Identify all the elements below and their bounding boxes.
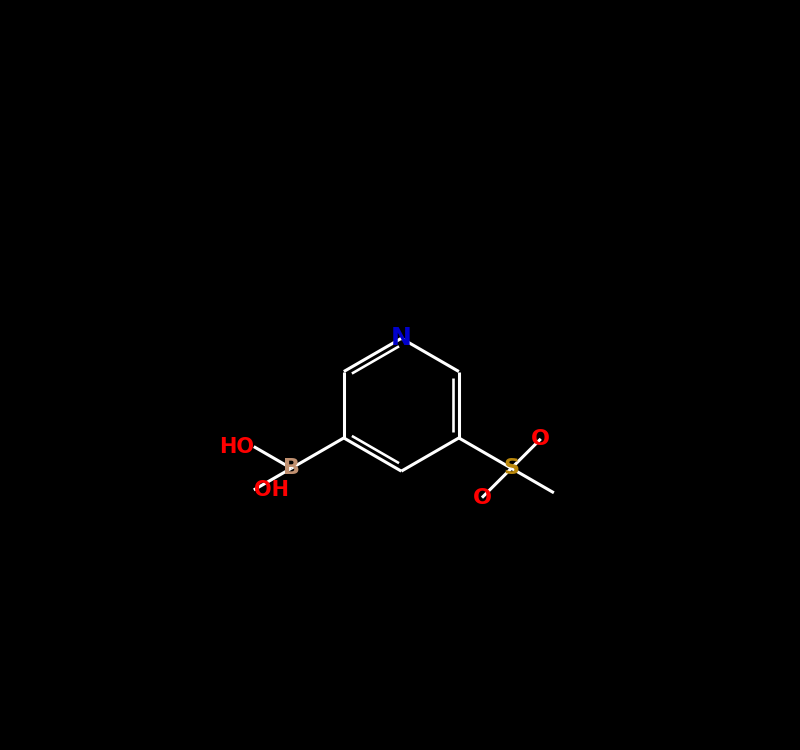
- Text: HO: HO: [218, 436, 254, 457]
- Text: OH: OH: [254, 480, 289, 500]
- Text: O: O: [473, 488, 491, 508]
- Text: B: B: [283, 458, 300, 478]
- Text: S: S: [503, 458, 519, 478]
- Text: O: O: [531, 429, 550, 448]
- Text: N: N: [391, 326, 412, 350]
